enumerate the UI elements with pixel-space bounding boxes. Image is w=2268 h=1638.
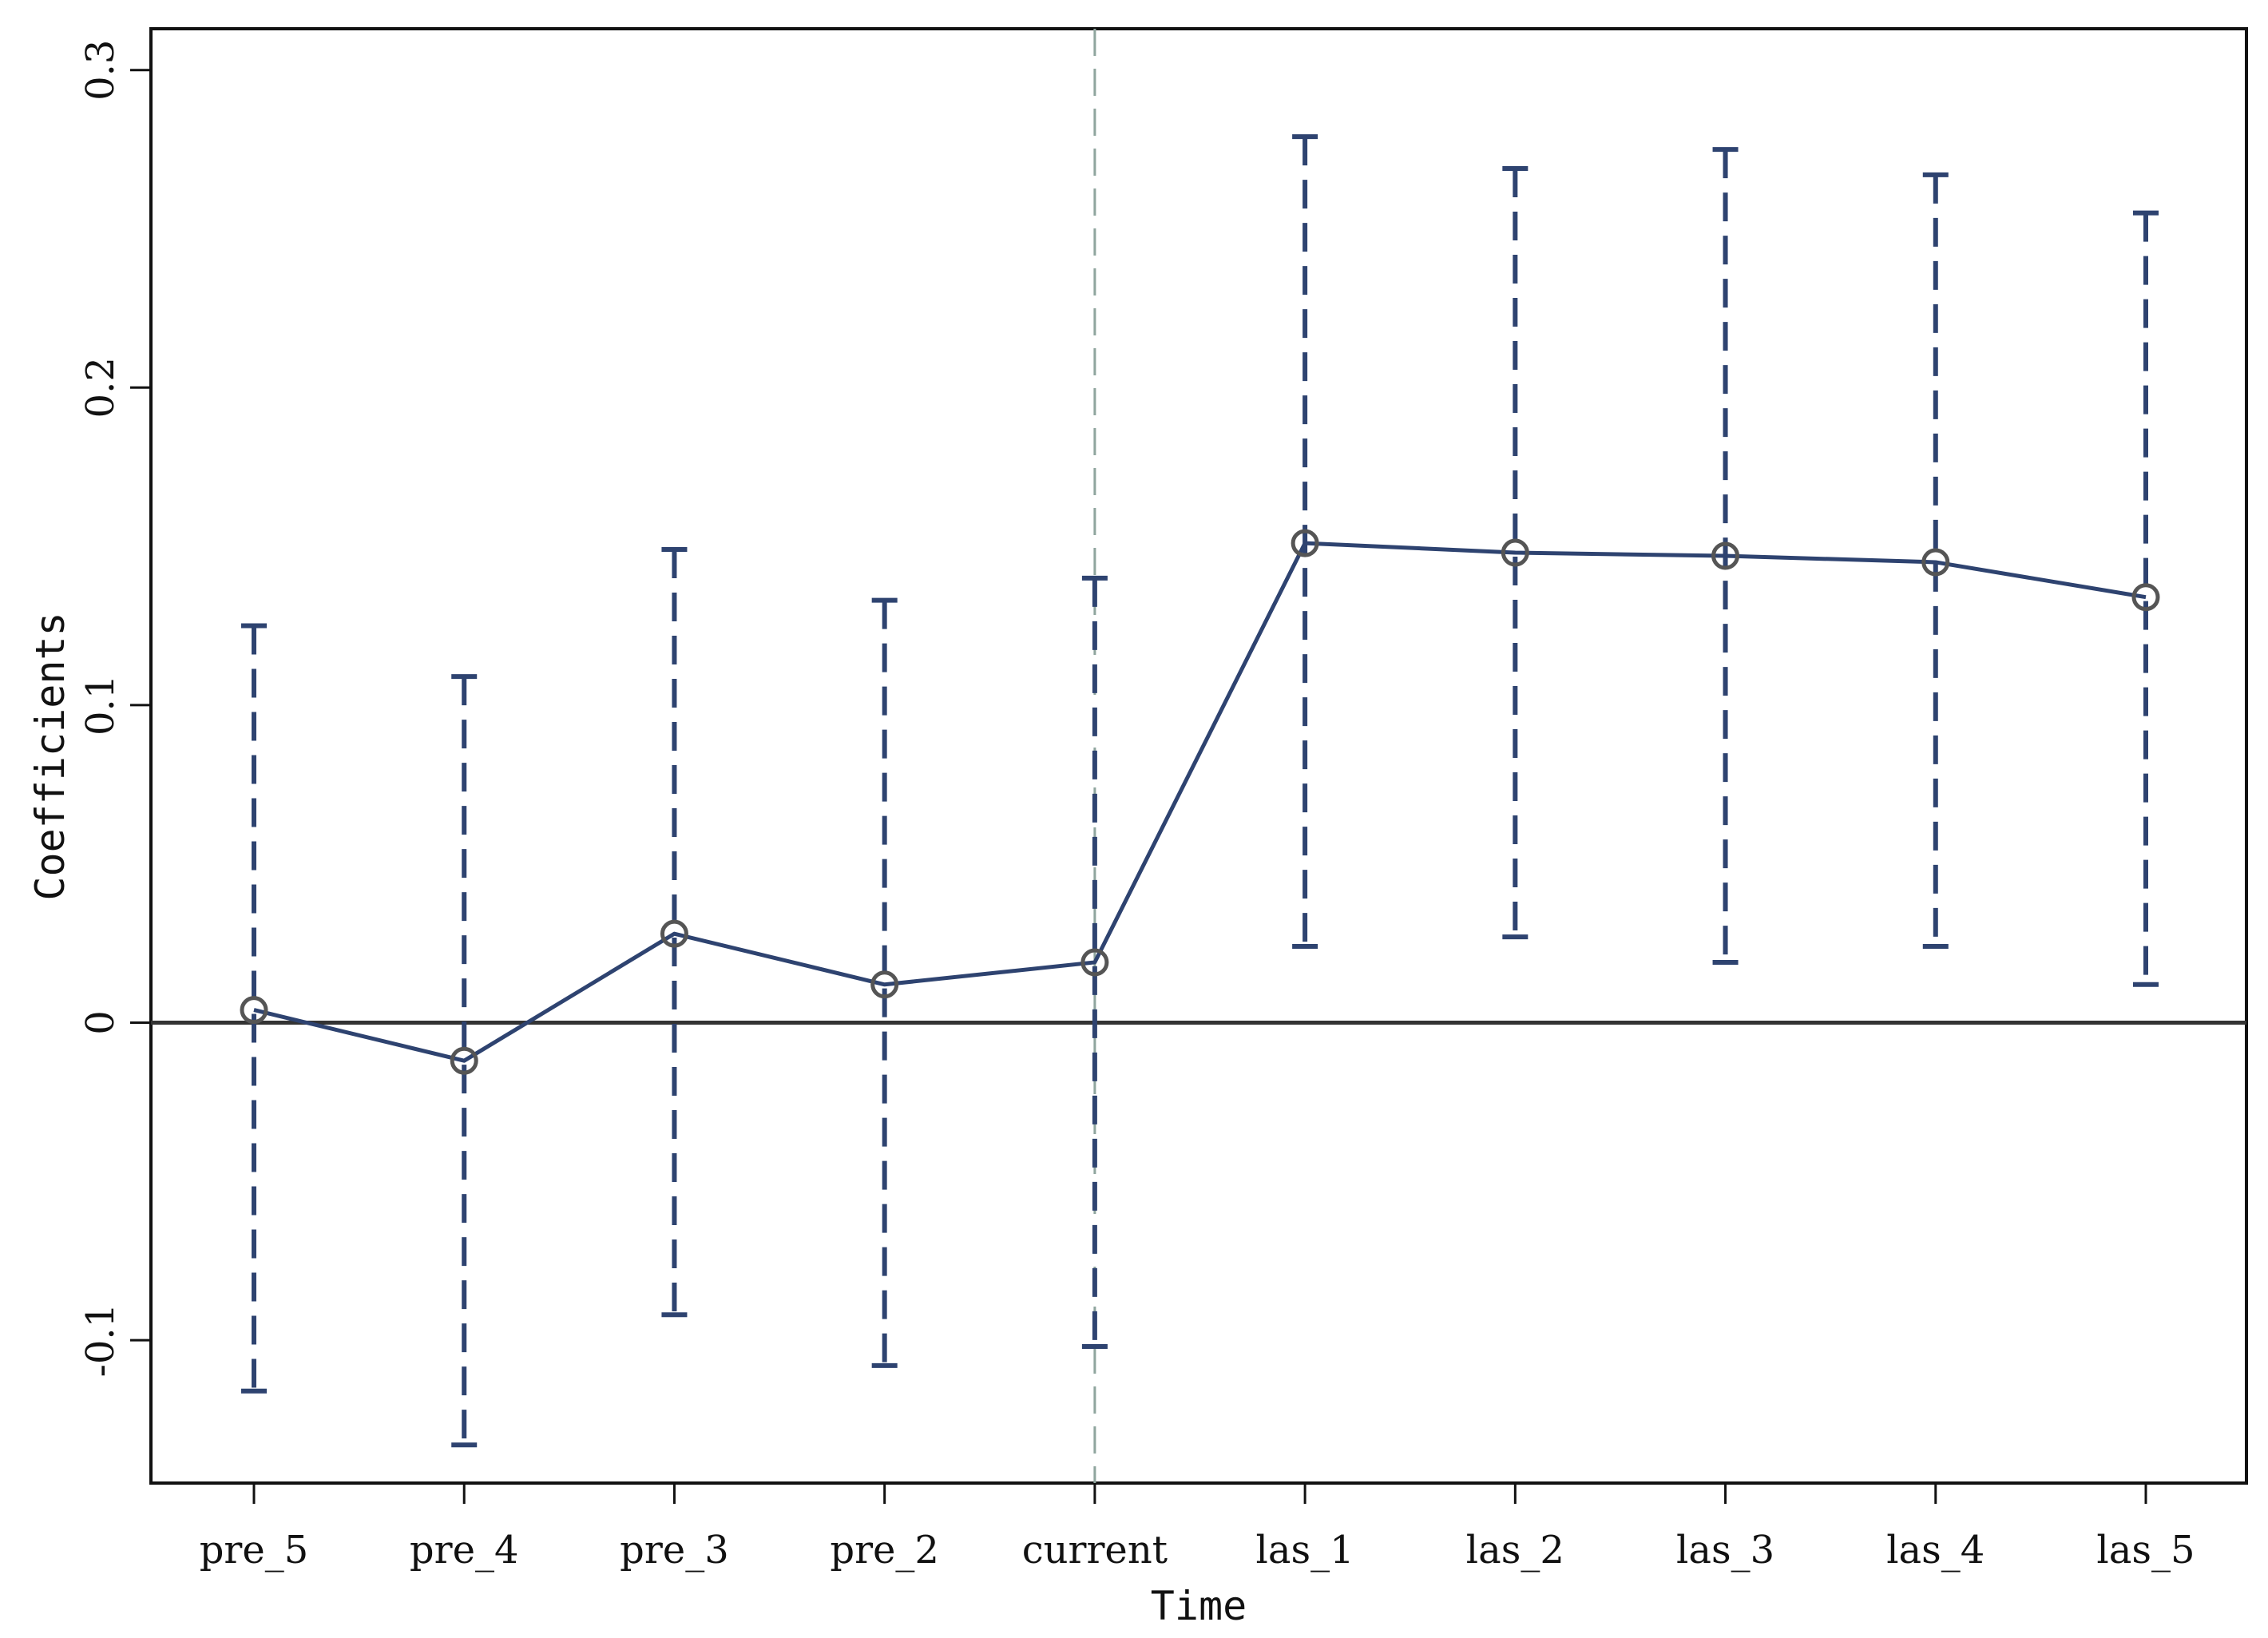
x-axis: pre_5 pre_4 pre_3 pre_2 current las_1 las_2 las… <box>200 1483 2195 1573</box>
coefficient-series <box>253 541 2147 1063</box>
x-tick-label: las_4 <box>1886 1528 1985 1573</box>
y-tick-label: 0.3 <box>78 40 123 101</box>
data-point <box>1501 538 1529 567</box>
data-point <box>1921 548 1950 577</box>
data-point <box>1080 948 1109 977</box>
x-tick-label: pre_2 <box>830 1528 939 1573</box>
y-tick-label: 0 <box>78 1010 123 1035</box>
x-tick-label: pre_4 <box>410 1528 519 1573</box>
coefficient-markers <box>240 529 2160 1075</box>
y-tick-label: 0.1 <box>78 675 123 736</box>
data-point <box>1291 529 1319 557</box>
y-tick-label: -0.1 <box>78 1303 123 1378</box>
y-axis: -0.1 0 0.1 0.2 0.3 <box>78 40 151 1378</box>
series-line <box>253 541 2147 1063</box>
data-point <box>660 919 688 948</box>
x-tick-label: current <box>1022 1528 1168 1573</box>
data-point <box>2131 583 2160 612</box>
x-tick-label: las_5 <box>2096 1528 2195 1573</box>
y-axis-title: Coefficients <box>27 612 73 900</box>
x-tick-label: las_2 <box>1466 1528 1564 1573</box>
y-tick-label: 0.2 <box>78 357 123 418</box>
x-tick-label: pre_3 <box>620 1528 729 1573</box>
x-tick-label: las_1 <box>1256 1528 1354 1573</box>
data-point <box>1711 541 1740 570</box>
x-tick-label: pre_5 <box>200 1528 309 1573</box>
x-axis-title: Time <box>1151 1583 1247 1629</box>
data-point <box>450 1046 478 1075</box>
x-tick-label: las_3 <box>1676 1528 1774 1573</box>
data-point <box>870 970 899 999</box>
data-point <box>240 996 268 1025</box>
